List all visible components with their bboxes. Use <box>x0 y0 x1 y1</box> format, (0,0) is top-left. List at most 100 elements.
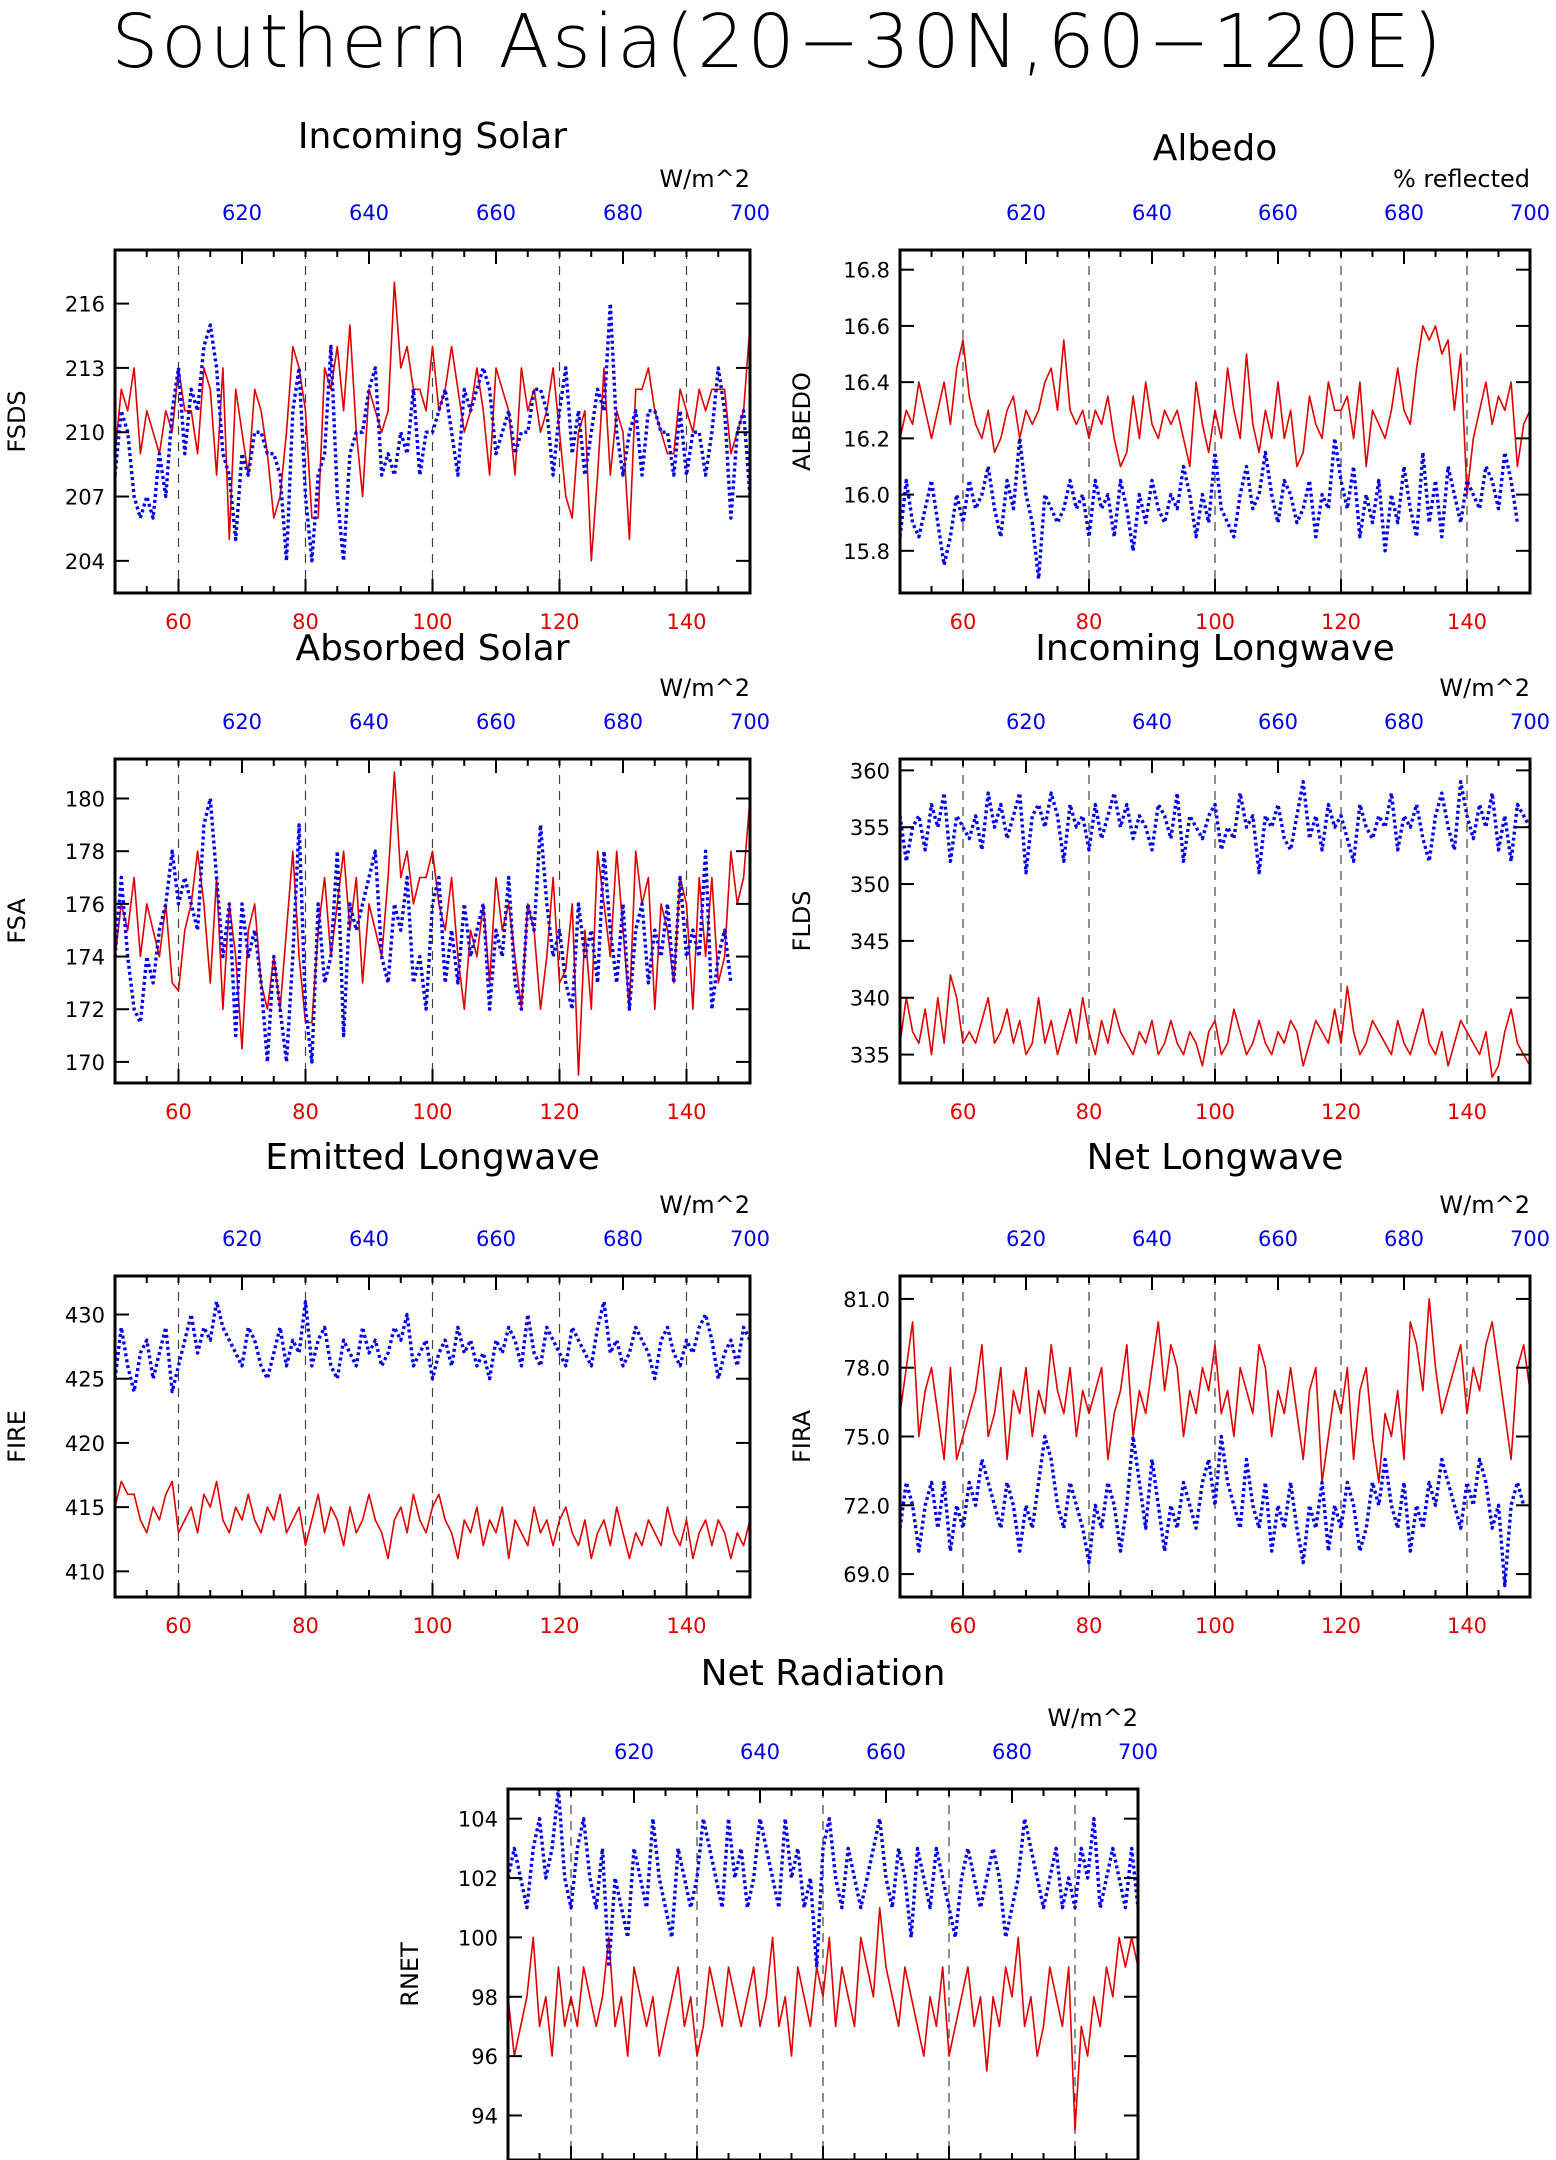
main-title: Southern Asia(20−30N,60−120E) <box>111 0 1445 85</box>
x-tick-label-bottom: 60 <box>165 1614 192 1638</box>
y-tick-label: 81.0 <box>843 1288 890 1312</box>
x-tick-label-top: 660 <box>476 710 516 734</box>
x-tick-label-bottom: 60 <box>165 610 192 634</box>
x-tick-label-bottom: 120 <box>539 1614 579 1638</box>
x-tick-label-bottom: 120 <box>539 1100 579 1124</box>
y-tick-label: 180 <box>65 788 105 812</box>
red-series-line <box>900 1298 1530 1484</box>
x-tick-label-top: 680 <box>1384 201 1424 225</box>
red-series-line <box>508 1906 1138 2132</box>
y-tick-label: 98 <box>471 1986 498 2010</box>
y-tick-label: 69.0 <box>843 1563 890 1587</box>
y-tick-label: 100 <box>458 1926 498 1950</box>
x-tick-label-top: 660 <box>1258 710 1298 734</box>
y-tick-label: 170 <box>65 1051 105 1075</box>
red-series-line <box>115 1480 750 1560</box>
x-tick-label-bottom: 100 <box>412 1100 452 1124</box>
x-tick-label-top: 700 <box>1510 1227 1550 1251</box>
y-tick-label: 16.0 <box>843 484 890 508</box>
x-tick-label-top: 700 <box>730 1227 770 1251</box>
y-tick-label: 16.2 <box>843 427 890 451</box>
y-tick-label: 425 <box>65 1368 105 1392</box>
x-tick-label-bottom: 120 <box>1321 610 1361 634</box>
units-label: W/m^2 <box>1047 1704 1138 1732</box>
y-axis-label: FSA <box>3 898 31 944</box>
y-tick-label: 350 <box>850 873 890 897</box>
panel-title: Albedo <box>1153 128 1278 169</box>
y-axis-label: FIRE <box>3 1410 31 1463</box>
x-tick-label-top: 620 <box>1006 710 1046 734</box>
red-series-line <box>900 325 1530 496</box>
x-tick-label-bottom: 100 <box>1195 1614 1235 1638</box>
x-tick-label-top: 680 <box>603 201 643 225</box>
y-axis-label: ALBEDO <box>788 372 816 471</box>
y-tick-label: 96 <box>471 2045 498 2069</box>
x-tick-label-top: 620 <box>222 710 262 734</box>
x-tick-label-bottom: 100 <box>412 610 452 634</box>
blue-series-line <box>900 780 1530 875</box>
units-label: W/m^2 <box>659 1191 750 1219</box>
y-tick-label: 176 <box>65 893 105 917</box>
y-tick-label: 340 <box>850 987 890 1011</box>
blue-series-line <box>900 1434 1526 1588</box>
y-tick-label: 178 <box>65 840 105 864</box>
x-tick-label-top: 680 <box>1384 710 1424 734</box>
y-tick-label: 335 <box>850 1044 890 1068</box>
x-tick-label-top: 640 <box>349 201 389 225</box>
x-tick-label-top: 700 <box>730 201 770 225</box>
x-tick-label-bottom: 120 <box>1321 1614 1361 1638</box>
red-series-line <box>115 281 750 562</box>
blue-series-line <box>508 1789 1138 1969</box>
y-tick-label: 78.0 <box>843 1357 890 1381</box>
panel-fsds: Incoming Solar W/m^2 60 80 100 120 140 620 640 66… <box>3 116 770 634</box>
x-tick-label-top: 640 <box>1132 1227 1172 1251</box>
x-tick-label-bottom: 120 <box>1321 1100 1361 1124</box>
x-tick-label-bottom: 80 <box>1076 1100 1103 1124</box>
y-tick-label: 102 <box>458 1867 498 1891</box>
y-tick-label: 16.6 <box>843 315 890 339</box>
y-tick-label: 72.0 <box>843 1494 890 1518</box>
y-tick-label: 104 <box>458 1808 498 1832</box>
x-tick-label-top: 620 <box>1006 201 1046 225</box>
units-label: W/m^2 <box>659 674 750 702</box>
panel-albedo: Albedo % reflected 60 80 100 120 140 620 640 660 6… <box>788 128 1550 634</box>
x-tick-label-bottom: 100 <box>1195 610 1235 634</box>
blue-series-line <box>115 796 733 1064</box>
x-tick-label-top: 640 <box>349 1227 389 1251</box>
units-label: W/m^2 <box>1439 674 1530 702</box>
y-tick-label: 410 <box>65 1560 105 1584</box>
y-tick-label: 420 <box>65 1432 105 1456</box>
panel-title: Emitted Longwave <box>265 1137 600 1178</box>
x-tick-label-top: 660 <box>476 201 516 225</box>
x-tick-label-top: 700 <box>1510 710 1550 734</box>
x-tick-label-bottom: 80 <box>292 1100 319 1124</box>
units-label: W/m^2 <box>659 165 750 193</box>
red-series-line <box>900 974 1530 1079</box>
y-axis-label: FIRA <box>788 1409 816 1463</box>
x-tick-label-top: 700 <box>730 710 770 734</box>
x-tick-label-bottom: 80 <box>1076 1614 1103 1638</box>
x-tick-label-bottom: 80 <box>292 610 319 634</box>
x-tick-label-top: 660 <box>1258 201 1298 225</box>
x-tick-label-bottom: 140 <box>666 1100 706 1124</box>
units-label: W/m^2 <box>1439 1191 1530 1219</box>
panel-title: Absorbed Solar <box>295 628 569 669</box>
x-tick-label-bottom: 80 <box>1076 610 1103 634</box>
x-tick-label-bottom: 60 <box>950 1614 977 1638</box>
x-tick-label-top: 700 <box>1510 201 1550 225</box>
panel-title: Incoming Longwave <box>1035 628 1395 669</box>
x-tick-label-top: 700 <box>1118 1740 1158 1764</box>
x-tick-label-top: 660 <box>476 1227 516 1251</box>
y-tick-label: 216 <box>65 293 105 317</box>
y-tick-label: 16.8 <box>843 259 890 283</box>
x-tick-label-top: 680 <box>603 710 643 734</box>
x-tick-label-top: 640 <box>1132 710 1172 734</box>
y-tick-label: 172 <box>65 998 105 1022</box>
y-tick-label: 15.8 <box>843 540 890 564</box>
x-tick-label-top: 680 <box>992 1740 1032 1764</box>
panel-rnet: Net RadiationW/m^26080100120140620640660… <box>396 1653 1158 2160</box>
x-tick-label-bottom: 100 <box>1195 1100 1235 1124</box>
x-tick-label-top: 680 <box>1384 1227 1424 1251</box>
y-tick-label: 345 <box>850 930 890 954</box>
blue-series-line <box>115 301 750 563</box>
